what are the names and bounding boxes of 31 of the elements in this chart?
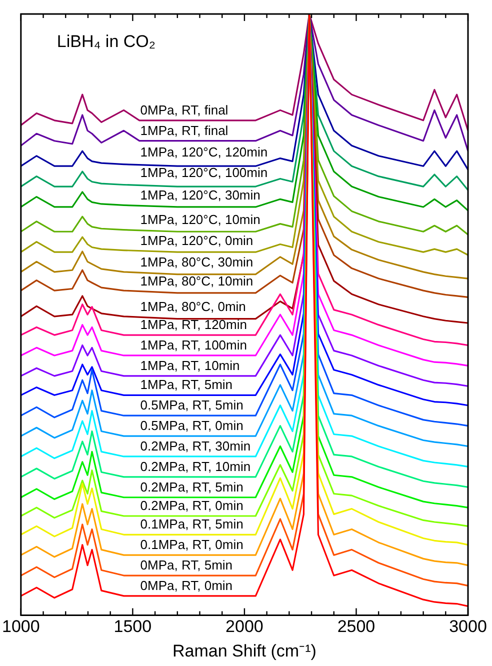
x-tick-label: 3000 — [449, 617, 487, 636]
series-label: 1MPa, RT, 100min — [140, 338, 247, 353]
series-label: 0.2MPa, RT, 5min — [140, 479, 244, 494]
series-label: 0.1MPa, RT, 5min — [140, 516, 244, 532]
series-label: 1MPa, 120°C, 10min — [140, 212, 260, 228]
series-label: 1MPa, RT, 5min — [140, 377, 233, 392]
series-label: 0.5MPa, RT, 5min — [140, 398, 244, 413]
series-label: 1MPa, 80°C, 10min — [140, 273, 254, 288]
x-tick-label: 1000 — [2, 617, 40, 636]
series-label: 1MPa, RT, 120min — [140, 317, 247, 332]
series-label: 0MPa, RT, final — [140, 102, 228, 118]
series-label: 1MPa, 120°C, 100min — [140, 164, 268, 180]
x-tick-label: 1500 — [114, 617, 152, 636]
text: LiBH₄ in CO₂ — [56, 32, 156, 51]
series-label: 0.2MPa, RT, 10min — [140, 459, 251, 474]
series-label: 1MPa, RT, 10min — [140, 358, 240, 373]
series-label: 1MPa, 120°C, 0min — [140, 232, 254, 248]
series-label: 1MPa, 80°C, 0min — [140, 299, 246, 314]
series-label: 1MPa, 120°C, 120min — [140, 144, 268, 160]
series-label: 0MPa, RT, 0min — [140, 578, 233, 594]
x-tick-label: 2500 — [337, 617, 376, 636]
series-label: 1MPa, RT, final — [140, 122, 228, 138]
series-label: 0.5MPa, RT, 0min — [140, 418, 244, 434]
series-label: 1MPa, 80°C, 30min — [140, 254, 254, 270]
x-tick-label: 2000 — [226, 617, 264, 636]
x-axis-title: Raman Shift (cm⁻¹) — [172, 641, 316, 660]
series-label: 1MPa, 120°C, 30min — [140, 188, 260, 203]
series-label: 0.2MPa, RT, 0min — [140, 498, 244, 514]
series-label: 0.2MPa, RT, 30min — [140, 438, 251, 454]
series-label: 0MPa, RT, 5min — [140, 558, 233, 573]
series-label: 0.1MPa, RT, 0min — [140, 537, 244, 552]
